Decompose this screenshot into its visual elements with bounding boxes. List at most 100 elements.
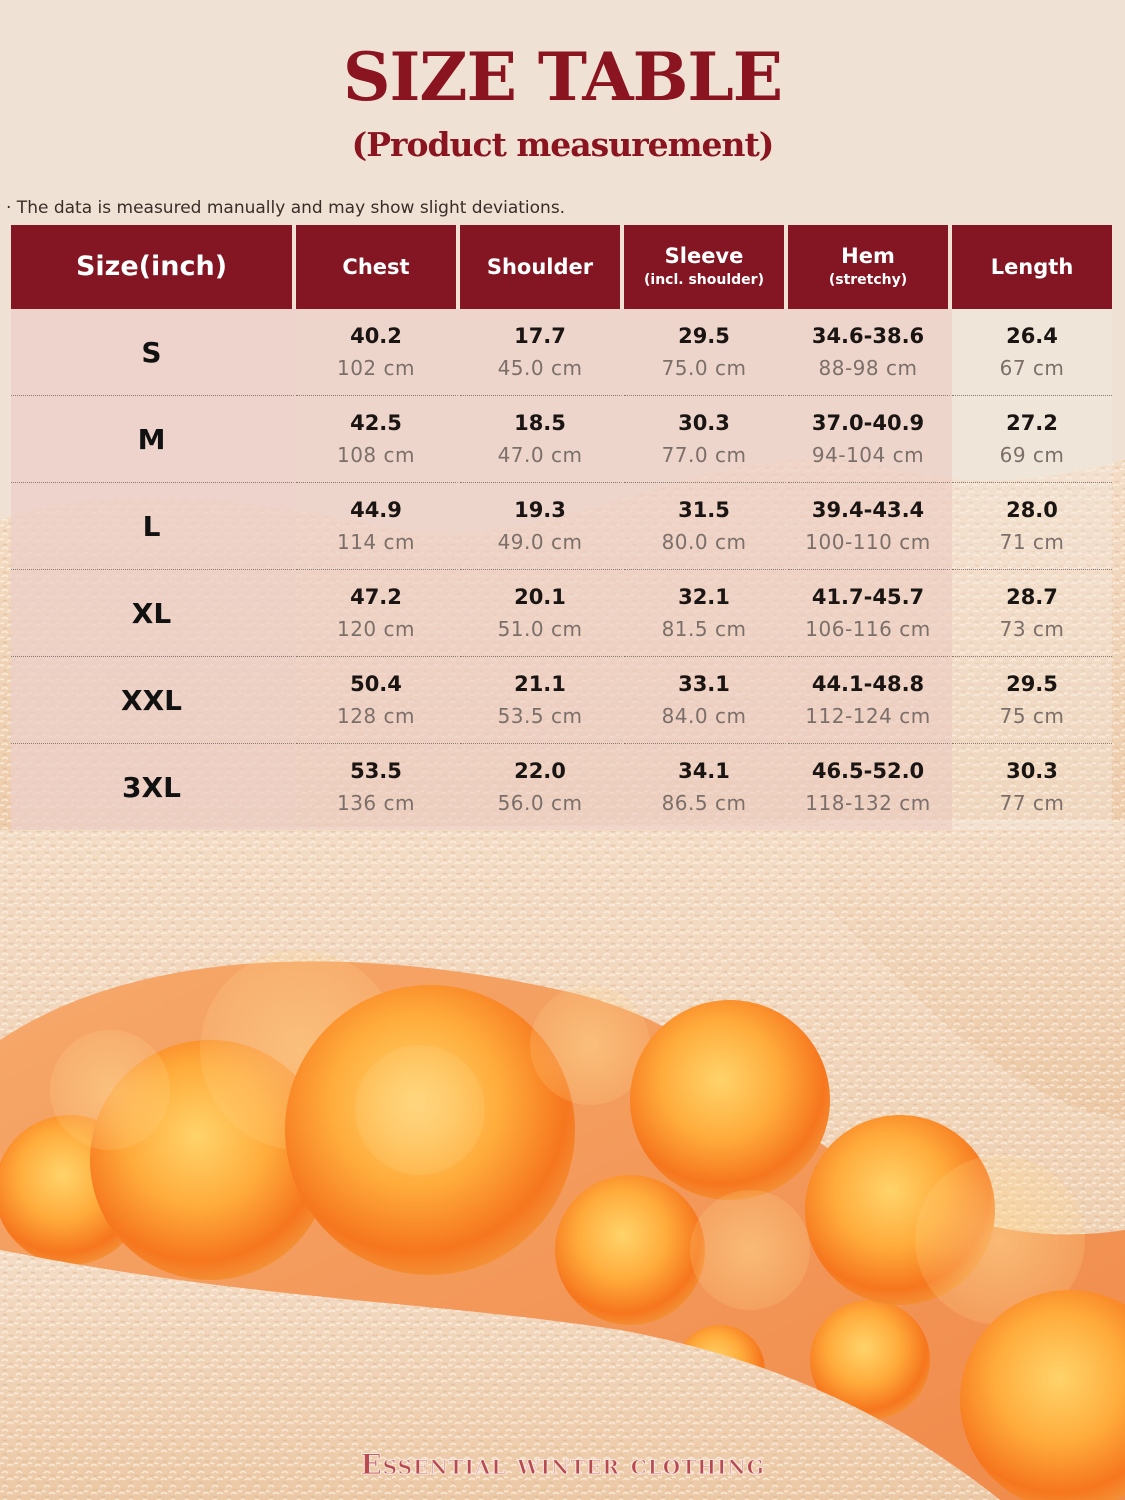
sleeve-inch-value: 29.5 <box>678 324 730 348</box>
shoulder-inch-value: 17.7 <box>514 324 566 348</box>
chest-inch-value: 50.4 <box>350 672 402 696</box>
column-header-length: Length <box>952 225 1112 309</box>
length-value-cell: 26.4 67 cm <box>952 309 1112 396</box>
shoulder-cm-value: 51.0 cm <box>497 617 583 641</box>
size-label-cell: L <box>11 483 296 570</box>
column-header-hem: Hem (stretchy) <box>788 225 952 309</box>
length-value-cell: 29.5 75 cm <box>952 657 1112 744</box>
shoulder-value-cell: 18.5 47.0 cm <box>460 396 624 483</box>
size-label-cell: XXL <box>11 657 296 744</box>
table-row: S 40.2 102 cm 17.7 45.0 cm 29.5 75.0 cm 34.6-38… <box>11 309 1112 396</box>
column-header-chest: Chest <box>296 225 460 309</box>
shoulder-inch-value: 19.3 <box>514 498 566 522</box>
hem-cm-value: 94-104 cm <box>811 443 925 467</box>
length-inch-value: 30.3 <box>1006 759 1058 783</box>
page-subtitle: (Product measurement) <box>351 125 775 164</box>
length-inch-value: 27.2 <box>1006 411 1058 435</box>
hem-value-cell: 44.1-48.8 112-124 cm <box>788 657 952 744</box>
column-header-shoulder: Shoulder <box>460 225 624 309</box>
chest-cm-value: 108 cm <box>336 443 415 467</box>
size-table: Size(inch) Chest Shoulder Sleeve (incl. s… <box>11 225 1112 830</box>
hem-inch-value: 34.6-38.6 <box>811 324 925 348</box>
sleeve-cm-value: 84.0 cm <box>661 704 747 728</box>
length-inch-value: 28.7 <box>1006 585 1058 609</box>
sleeve-inch-value: 31.5 <box>678 498 730 522</box>
table-row: M 42.5 108 cm 18.5 47.0 cm 30.3 77.0 cm 37.0-40… <box>11 396 1112 483</box>
sleeve-inch-value: 30.3 <box>678 411 730 435</box>
chest-value-cell: 47.2 120 cm <box>296 570 460 657</box>
length-inch-value: 29.5 <box>1006 672 1058 696</box>
length-cm-value: 71 cm <box>999 530 1065 554</box>
shoulder-value-cell: 17.7 45.0 cm <box>460 309 624 396</box>
measurement-note: · The data is measured manually and may … <box>6 198 566 218</box>
chest-inch-value: 53.5 <box>350 759 402 783</box>
shoulder-inch-value: 18.5 <box>514 411 566 435</box>
shoulder-cm-value: 47.0 cm <box>497 443 583 467</box>
shoulder-inch-value: 20.1 <box>514 585 566 609</box>
hem-cm-value: 106-116 cm <box>805 617 931 641</box>
chest-value-cell: 53.5 136 cm <box>296 744 460 830</box>
chest-inch-value: 40.2 <box>350 324 402 348</box>
hem-value-cell: 41.7-45.7 106-116 cm <box>788 570 952 657</box>
sleeve-inch-value: 34.1 <box>678 759 730 783</box>
shoulder-cm-value: 45.0 cm <box>497 356 583 380</box>
hem-inch-value: 44.1-48.8 <box>811 672 925 696</box>
hem-cm-value: 118-132 cm <box>805 791 931 815</box>
sleeve-cm-value: 80.0 cm <box>661 530 747 554</box>
chest-value-cell: 42.5 108 cm <box>296 396 460 483</box>
table-row: XL 47.2 120 cm 20.1 51.0 cm 32.1 81.5 cm 41.7-4… <box>11 570 1112 657</box>
shoulder-value-cell: 21.1 53.5 cm <box>460 657 624 744</box>
sleeve-value-cell: 29.5 75.0 cm <box>624 309 788 396</box>
hem-cm-value: 100-110 cm <box>805 530 931 554</box>
shoulder-inch-value: 21.1 <box>514 672 566 696</box>
chest-value-cell: 40.2 102 cm <box>296 309 460 396</box>
length-value-cell: 28.0 71 cm <box>952 483 1112 570</box>
sleeve-value-cell: 34.1 86.5 cm <box>624 744 788 830</box>
sleeve-value-cell: 31.5 80.0 cm <box>624 483 788 570</box>
hem-cm-value: 88-98 cm <box>818 356 918 380</box>
chest-cm-value: 128 cm <box>336 704 415 728</box>
length-cm-value: 77 cm <box>999 791 1065 815</box>
hem-value-cell: 46.5-52.0 118-132 cm <box>788 744 952 830</box>
chest-inch-value: 47.2 <box>350 585 402 609</box>
chest-cm-value: 120 cm <box>336 617 415 641</box>
length-value-cell: 30.3 77 cm <box>952 744 1112 830</box>
sleeve-cm-value: 81.5 cm <box>661 617 747 641</box>
chest-cm-value: 114 cm <box>336 530 415 554</box>
hem-inch-value: 41.7-45.7 <box>811 585 925 609</box>
sleeve-cm-value: 77.0 cm <box>661 443 747 467</box>
hem-inch-value: 39.4-43.4 <box>811 498 925 522</box>
hem-value-cell: 37.0-40.9 94-104 cm <box>788 396 952 483</box>
chest-cm-value: 102 cm <box>336 356 415 380</box>
hem-inch-value: 46.5-52.0 <box>811 759 925 783</box>
hem-inch-value: 37.0-40.9 <box>811 411 925 435</box>
length-cm-value: 73 cm <box>999 617 1065 641</box>
shoulder-cm-value: 49.0 cm <box>497 530 583 554</box>
shoulder-value-cell: 20.1 51.0 cm <box>460 570 624 657</box>
length-cm-value: 75 cm <box>999 704 1065 728</box>
chest-value-cell: 50.4 128 cm <box>296 657 460 744</box>
hem-value-cell: 34.6-38.6 88-98 cm <box>788 309 952 396</box>
hem-value-cell: 39.4-43.4 100-110 cm <box>788 483 952 570</box>
chest-inch-value: 42.5 <box>350 411 402 435</box>
table-header-row: Size(inch) Chest Shoulder Sleeve (incl. s… <box>11 225 1112 309</box>
footer-tagline: Essential winter clothing <box>360 1448 765 1482</box>
table-row: L 44.9 114 cm 19.3 49.0 cm 31.5 80.0 cm 39.4-43… <box>11 483 1112 570</box>
sleeve-cm-value: 86.5 cm <box>661 791 747 815</box>
sleeve-cm-value: 75.0 cm <box>661 356 747 380</box>
sleeve-inch-value: 33.1 <box>678 672 730 696</box>
shoulder-cm-value: 53.5 cm <box>497 704 583 728</box>
sleeve-value-cell: 33.1 84.0 cm <box>624 657 788 744</box>
size-label-cell: 3XL <box>11 744 296 830</box>
length-cm-value: 69 cm <box>999 443 1065 467</box>
sleeve-value-cell: 32.1 81.5 cm <box>624 570 788 657</box>
chest-inch-value: 44.9 <box>350 498 402 522</box>
chest-value-cell: 44.9 114 cm <box>296 483 460 570</box>
sleeve-inch-value: 32.1 <box>678 585 730 609</box>
page-title: SIZE TABLE <box>342 38 783 116</box>
size-label-cell: XL <box>11 570 296 657</box>
shoulder-inch-value: 22.0 <box>514 759 566 783</box>
column-header-size: Size(inch) <box>11 225 296 309</box>
length-value-cell: 27.2 69 cm <box>952 396 1112 483</box>
shoulder-cm-value: 56.0 cm <box>497 791 583 815</box>
